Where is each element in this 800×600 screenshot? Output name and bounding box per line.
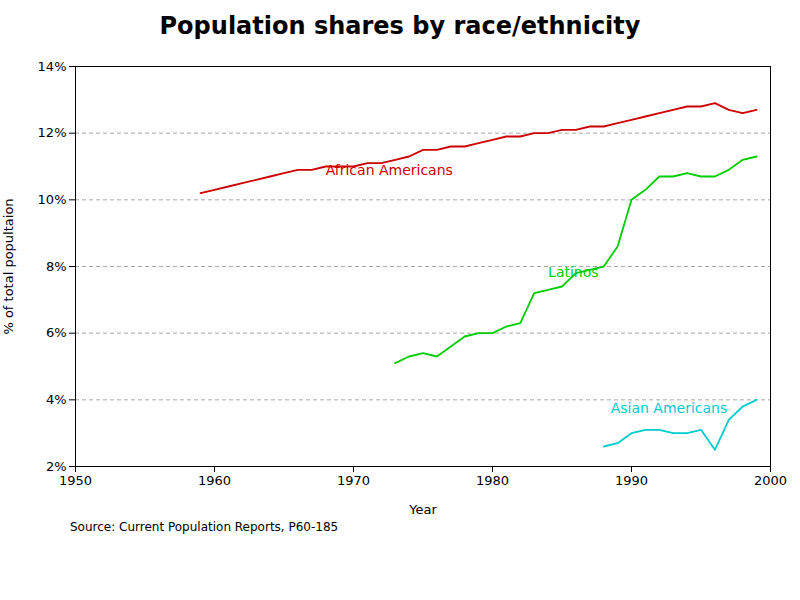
svg-text:10%: 10% [38,192,67,207]
html-text:Population shares by race/ethn: Population shares by race/ethnicity [159,12,641,40]
svg-text:4%: 4% [46,392,67,407]
svg-text:1960: 1960 [198,473,231,488]
svg-text:Latinos: Latinos [548,264,599,280]
svg-text:% of total popultaion: % of total popultaion [1,198,16,334]
svg-text:2000: 2000 [754,473,787,488]
svg-text:14%: 14% [38,59,67,74]
html-text:Source: Current Population Rep: Source: Current Population Reports, P60-… [70,520,339,534]
svg-text:1980: 1980 [476,473,509,488]
svg-text:1950: 1950 [59,473,92,488]
svg-text:6%: 6% [46,325,67,340]
svg-text:2%: 2% [46,459,67,474]
svg-text:1970: 1970 [337,473,370,488]
svg-text:8%: 8% [46,259,67,274]
svg-text:1990: 1990 [615,473,648,488]
svg-text:Year: Year [408,502,437,517]
svg-text:African Americans: African Americans [326,162,453,178]
svg-text:Asian Americans: Asian Americans [611,400,728,416]
svg-text:12%: 12% [38,125,67,140]
